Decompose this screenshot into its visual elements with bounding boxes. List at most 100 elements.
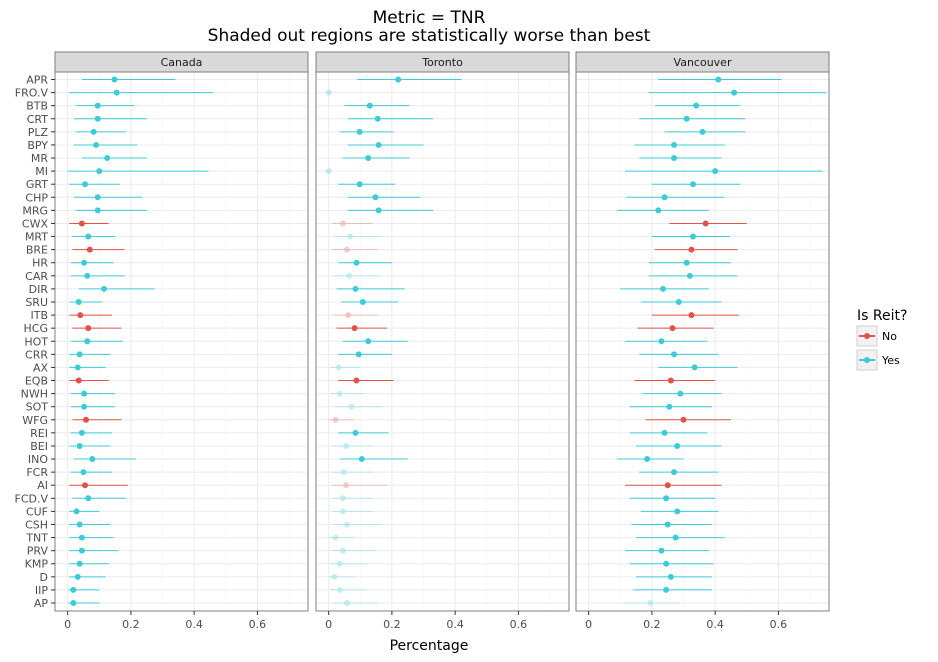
point-marker xyxy=(666,403,673,410)
y-tick-label: HOT xyxy=(24,335,48,348)
point-marker xyxy=(331,573,338,580)
data-point-hot xyxy=(625,338,708,345)
data-point-itb xyxy=(333,312,380,319)
point-marker xyxy=(85,233,92,240)
y-tick-label: HR xyxy=(32,257,48,270)
data-point-mr xyxy=(639,155,722,162)
data-point-hcg xyxy=(637,325,714,332)
data-point-bpy xyxy=(73,141,138,148)
y-tick-label: BPY xyxy=(27,139,48,152)
data-point-prv xyxy=(331,547,377,554)
y-tick-label: GRT xyxy=(26,178,48,191)
data-point-fcr xyxy=(639,469,719,476)
data-point-nwh xyxy=(70,390,116,397)
x-tick-label: 0.2 xyxy=(383,618,401,631)
point-marker xyxy=(395,76,402,83)
point-marker xyxy=(336,390,343,397)
point-marker xyxy=(365,155,372,162)
point-marker xyxy=(80,469,87,476)
facet-strip-label: Toronto xyxy=(421,56,463,69)
point-marker xyxy=(343,600,350,606)
point-marker xyxy=(374,115,381,122)
point-marker xyxy=(94,102,101,109)
point-marker xyxy=(663,560,670,567)
point-marker xyxy=(702,220,709,227)
data-point-tnt xyxy=(69,534,114,541)
y-tick-label: MR xyxy=(31,152,48,165)
point-marker xyxy=(669,325,676,332)
y-tick-label: IIP xyxy=(35,584,48,597)
point-marker xyxy=(658,547,665,554)
point-marker xyxy=(339,495,346,502)
data-point-ai xyxy=(69,482,128,489)
point-marker xyxy=(671,351,678,358)
data-point-cuf xyxy=(331,508,373,515)
point-marker xyxy=(104,155,111,162)
data-point-sot xyxy=(334,403,383,410)
data-point-cwx xyxy=(669,220,747,227)
point-marker xyxy=(76,560,83,567)
point-marker xyxy=(343,521,350,528)
facet-strip-label: Canada xyxy=(161,56,203,69)
data-point-d xyxy=(328,573,354,580)
data-point-ai xyxy=(625,482,722,489)
data-point-chp xyxy=(73,194,142,201)
y-tick-label: CRR xyxy=(25,348,48,361)
data-point-mr xyxy=(81,155,147,162)
data-point-prv xyxy=(69,547,119,554)
point-marker xyxy=(675,298,682,305)
point-marker xyxy=(355,351,362,358)
data-point-ax xyxy=(658,364,738,371)
point-marker xyxy=(76,442,83,449)
point-marker xyxy=(365,338,372,345)
data-point-dir xyxy=(336,285,405,292)
data-point-eqb xyxy=(634,377,716,384)
point-marker xyxy=(113,89,120,96)
point-marker xyxy=(75,298,82,305)
data-point-bre xyxy=(72,246,125,253)
x-tick-label: 0 xyxy=(64,618,71,631)
data-point-iip xyxy=(330,586,367,593)
point-marker xyxy=(667,573,674,580)
x-tick-label: 0 xyxy=(325,618,332,631)
data-point-mrg xyxy=(347,207,434,214)
point-marker xyxy=(94,194,101,201)
y-tick-label: INO xyxy=(28,453,48,466)
point-marker xyxy=(375,207,382,214)
point-marker xyxy=(674,508,681,515)
point-marker xyxy=(661,429,668,436)
point-marker xyxy=(96,168,103,175)
data-point-cuf xyxy=(69,508,100,515)
point-marker xyxy=(93,141,100,148)
data-point-fro-v xyxy=(69,89,214,96)
data-point-rei xyxy=(338,429,389,436)
x-tick-label: 0 xyxy=(585,618,592,631)
data-point-btb xyxy=(655,102,741,109)
point-marker xyxy=(75,377,82,384)
point-marker xyxy=(81,403,88,410)
data-point-wfg xyxy=(72,416,122,423)
data-point-bei xyxy=(331,442,373,449)
y-tick-label: TNT xyxy=(25,532,48,545)
data-point-fro-v xyxy=(648,89,826,96)
x-axis-ticks: 0 0.2 0.4 0.6 xyxy=(325,611,527,631)
point-marker xyxy=(90,128,97,135)
data-point-mi xyxy=(325,168,332,175)
data-point-sru xyxy=(341,298,399,305)
point-marker xyxy=(336,586,343,593)
legend-label: No xyxy=(882,330,897,343)
point-marker xyxy=(351,325,358,332)
data-point-btb xyxy=(344,102,410,109)
point-marker xyxy=(336,560,343,567)
data-point-bre xyxy=(331,246,378,253)
point-marker xyxy=(671,155,678,162)
point-marker xyxy=(84,338,91,345)
data-point-nwh xyxy=(330,390,364,397)
data-point-eqb xyxy=(338,377,394,384)
point-marker xyxy=(81,390,88,397)
data-point-prv xyxy=(625,547,709,554)
point-marker xyxy=(356,128,363,135)
point-marker xyxy=(70,586,77,593)
